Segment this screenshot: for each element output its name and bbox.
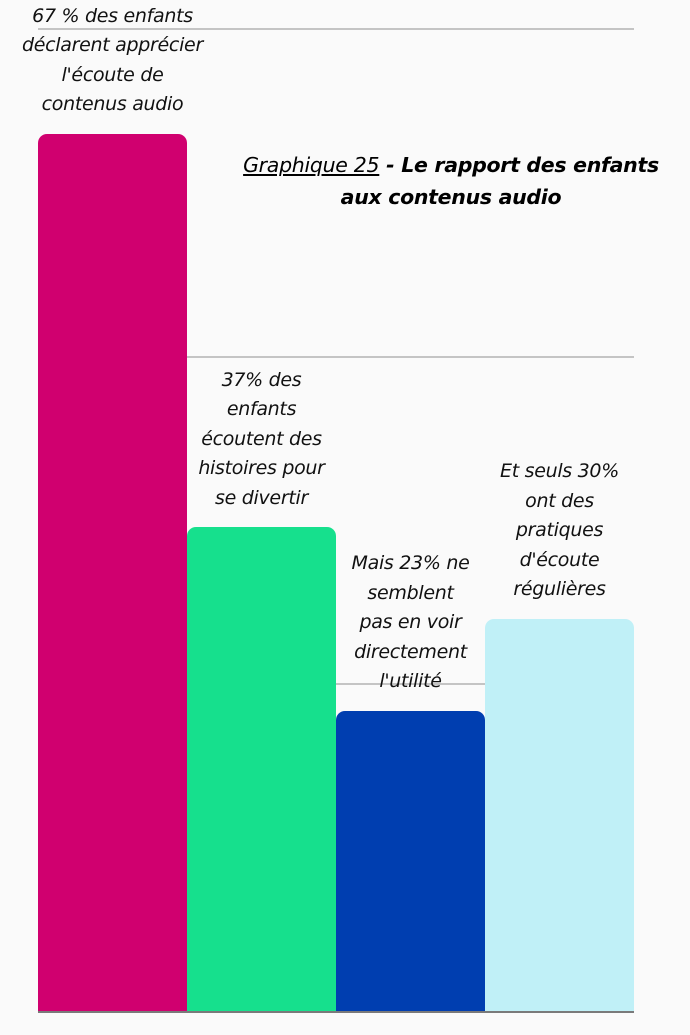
chart-title-sep: -: [379, 153, 402, 177]
gridline-25: [38, 683, 634, 686]
gridline-75: [38, 28, 634, 30]
bar-label-3: Mais 23% ne semblent pas en voir directemen…: [351, 552, 470, 693]
chart-title-line2: aux contenus audio: [340, 185, 562, 209]
bar-3: [336, 710, 485, 1012]
bar-2: [187, 527, 336, 1012]
bar-1: [38, 133, 187, 1012]
bar-label-4: Et seuls 30% ont des pratiques d'écoute régu…: [500, 460, 619, 601]
chart-title-line1: Le rapport des enfants: [401, 153, 659, 177]
bar-4: [485, 618, 634, 1012]
gridline-50: [38, 355, 634, 358]
bar-label-1: 67 % des enfants déclarent apprécier l'éco…: [22, 4, 203, 116]
chart-title: Graphique 25 - Le rapport des enfants au…: [236, 149, 666, 213]
x-axis-baseline: [38, 1011, 634, 1013]
bar-label-2: 37% des enfants écoutent des histoires pour…: [198, 368, 325, 509]
chart-title-ref: Graphique 25: [243, 153, 380, 177]
